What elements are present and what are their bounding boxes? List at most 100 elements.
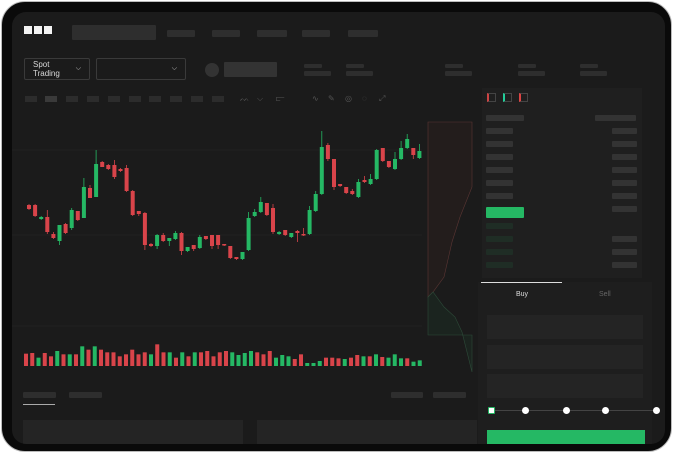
candle[interactable] <box>63 224 68 233</box>
interval-button[interactable] <box>149 96 161 102</box>
interval-button[interactable] <box>212 96 224 102</box>
candle[interactable] <box>271 208 275 232</box>
candle[interactable] <box>313 194 318 211</box>
candle[interactable] <box>368 179 373 184</box>
candle[interactable] <box>380 148 385 161</box>
candle[interactable] <box>27 205 31 209</box>
candle[interactable] <box>197 237 202 248</box>
tab-buy[interactable]: Buy <box>516 291 529 298</box>
camera-icon[interactable]: ◎ <box>345 94 352 103</box>
interval-button[interactable] <box>87 96 99 102</box>
orderbook-asks-icon[interactable] <box>519 93 528 102</box>
interval-button[interactable] <box>129 96 141 102</box>
tab-open-orders[interactable] <box>23 392 56 398</box>
orderbook-both-icon[interactable] <box>487 93 496 102</box>
candle[interactable] <box>155 235 160 246</box>
slider-step-50[interactable] <box>563 407 570 414</box>
candle[interactable] <box>124 168 129 191</box>
filter-button[interactable] <box>391 392 423 398</box>
candle[interactable] <box>136 211 141 214</box>
chart-type-icon[interactable]: ⫍ <box>276 94 285 103</box>
candle[interactable] <box>33 205 38 216</box>
candle[interactable] <box>338 184 343 186</box>
search-bar[interactable] <box>72 25 156 40</box>
candle[interactable] <box>203 236 208 239</box>
candle[interactable] <box>301 234 306 236</box>
tab-order-history[interactable] <box>69 392 102 398</box>
candle[interactable] <box>149 244 153 246</box>
candle[interactable] <box>356 182 361 197</box>
candle[interactable] <box>39 217 44 219</box>
market-type-select[interactable]: Spot Trading ⌵ <box>24 58 90 80</box>
trend-icon[interactable]: ∿ <box>312 94 319 103</box>
orderbook-bids-icon[interactable] <box>503 93 512 102</box>
candle[interactable] <box>417 151 422 158</box>
nav-item[interactable] <box>348 30 378 37</box>
candle[interactable] <box>252 212 257 216</box>
interval-button[interactable] <box>25 96 37 102</box>
candle[interactable] <box>283 230 288 235</box>
candle[interactable] <box>161 235 166 241</box>
total-input[interactable] <box>487 374 643 398</box>
interval-button[interactable] <box>170 96 182 102</box>
nav-item[interactable] <box>302 30 330 37</box>
candle[interactable] <box>106 165 111 169</box>
candle[interactable] <box>51 234 56 238</box>
slider-step-25[interactable] <box>522 407 529 414</box>
indicator-icon[interactable]: ⌵ <box>257 94 264 103</box>
candle[interactable] <box>234 257 239 259</box>
tab-sell[interactable]: Sell <box>599 291 611 298</box>
price-chart[interactable] <box>12 102 482 372</box>
candle[interactable] <box>277 232 282 234</box>
candle[interactable] <box>264 203 269 215</box>
okx-logo[interactable] <box>24 26 52 34</box>
candle[interactable] <box>173 233 178 239</box>
price-input[interactable] <box>487 315 643 339</box>
candle[interactable] <box>210 235 214 246</box>
candle[interactable] <box>94 164 99 197</box>
candle[interactable] <box>319 147 324 194</box>
interval-button[interactable] <box>108 96 120 102</box>
candle[interactable] <box>167 238 172 241</box>
candle[interactable] <box>142 213 147 245</box>
candle[interactable] <box>386 161 391 167</box>
candle[interactable] <box>100 162 105 167</box>
interval-button[interactable] <box>191 96 203 102</box>
candle[interactable] <box>57 225 62 241</box>
line-icon[interactable]: ᨓ <box>240 94 250 103</box>
candle[interactable] <box>69 210 74 228</box>
candle[interactable] <box>393 159 397 169</box>
candle[interactable] <box>325 145 330 159</box>
slider-step-100[interactable] <box>653 407 660 414</box>
candle[interactable] <box>112 165 117 177</box>
amount-input[interactable] <box>487 345 643 369</box>
candle[interactable] <box>118 169 123 171</box>
candle[interactable] <box>344 187 349 193</box>
candle[interactable] <box>45 217 50 232</box>
amount-slider-track[interactable] <box>492 410 657 411</box>
candle[interactable] <box>88 188 92 198</box>
slider-handle[interactable] <box>488 407 495 414</box>
candle[interactable] <box>246 218 251 250</box>
candle[interactable] <box>295 231 300 233</box>
nav-item[interactable] <box>212 30 240 37</box>
settings-icon[interactable]: ◌ <box>362 94 367 103</box>
nav-item[interactable] <box>257 30 287 37</box>
filter-button[interactable] <box>433 392 466 398</box>
candle[interactable] <box>350 191 355 194</box>
candle[interactable] <box>332 159 336 187</box>
candle[interactable] <box>307 210 312 234</box>
buy-button[interactable] <box>487 430 645 444</box>
interval-button[interactable] <box>45 96 57 102</box>
candle[interactable] <box>362 180 367 182</box>
fullscreen-icon[interactable]: ⤢ <box>379 94 386 103</box>
nav-item[interactable] <box>167 30 195 37</box>
candle[interactable] <box>405 139 410 148</box>
pair-select[interactable]: ⌵ <box>96 58 186 80</box>
candle[interactable] <box>411 148 416 155</box>
candle[interactable] <box>130 191 135 215</box>
candle[interactable] <box>228 246 233 258</box>
candle[interactable] <box>258 202 263 212</box>
candle[interactable] <box>185 247 190 251</box>
candle[interactable] <box>216 235 221 245</box>
